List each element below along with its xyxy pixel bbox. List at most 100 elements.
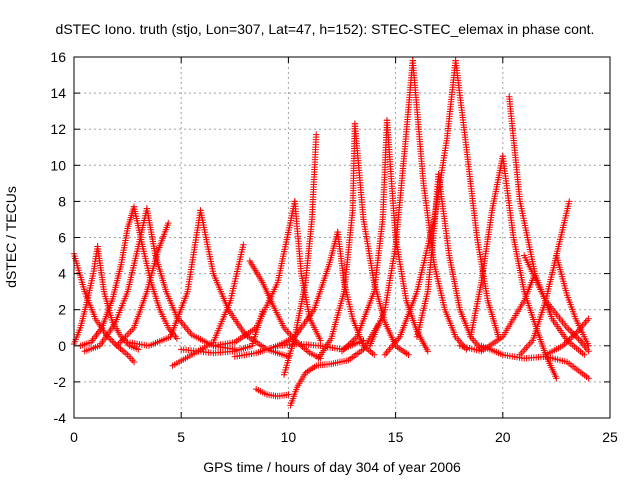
data-point-markers [231,325,258,346]
data-point-markers [574,315,592,335]
data-point-markers [516,198,538,275]
data-point-markers [563,358,592,382]
data-series [77,203,138,349]
data-series [231,337,367,360]
x-tick-label: 25 [602,429,618,445]
data-point-markers [383,117,399,239]
data-point-markers [98,297,115,331]
data-series [253,385,292,400]
data-point-markers [338,337,367,353]
data-point-markers [143,205,159,257]
data-point-markers [124,351,138,366]
data-point-markers [345,347,365,364]
x-tick-label: 15 [388,429,404,445]
data-series [542,315,592,358]
data-point-markers [435,171,453,257]
data-point-markers [452,57,470,148]
y-tick-label: 0 [58,338,66,354]
data-point-markers [351,120,367,221]
data-point-markers [548,315,569,342]
data-series [291,198,324,344]
data-point-markers [298,270,313,320]
data-point-markers [306,315,324,344]
data-point-markers [360,342,378,358]
data-series [553,252,592,349]
data-point-markers [478,334,505,355]
data-point-markers [197,207,217,275]
x-tick-label: 10 [281,429,297,445]
data-point-markers [287,386,300,409]
data-series [478,342,592,382]
y-tick-label: 10 [50,157,66,173]
data-point-markers [310,263,332,313]
data-point-markers [253,385,268,397]
data-point-markers [521,270,539,304]
plot-area [70,57,592,409]
data-point-markers [109,263,124,303]
data-point-markers [366,308,388,349]
data-point-markers [111,290,130,328]
data-point-markers [446,252,463,311]
data-point-markers [456,342,483,354]
data-point-markers [553,252,570,297]
data-point-markers [484,297,502,340]
data-point-markers [143,251,161,295]
data-point-markers [353,290,377,340]
x-tick-label: 20 [495,429,511,445]
data-point-markers [163,288,180,318]
data-point-markers [381,335,402,358]
data-series [467,153,506,340]
data-point-markers [270,302,287,329]
data-point-markers [231,343,253,355]
y-tick-label: 14 [50,85,66,101]
x-tick-label: 5 [177,429,185,445]
y-axis-label: dSTEC / TECUs [3,186,19,288]
data-point-markers [169,352,193,369]
data-point-markers [467,281,485,340]
data-point-markers [542,297,569,329]
data-point-markers [463,144,480,239]
data-point-markers [81,343,101,355]
y-tick-label: 8 [58,193,66,209]
data-point-markers [499,153,517,239]
data-point-markers [118,227,131,268]
data-point-markers [576,337,592,355]
data-point-markers [210,299,233,346]
data-point-markers [130,290,150,331]
data-point-markers [392,155,408,250]
data-point-markers [94,243,107,293]
data-point-markers [178,346,215,356]
data-point-markers [124,245,141,295]
y-tick-label: -4 [54,410,67,426]
data-point-markers [360,216,377,284]
data-point-markers [113,326,136,349]
data-point-markers [506,93,523,203]
data-point-markers [371,218,386,295]
data-point-markers [291,198,305,275]
data-point-markers [145,334,172,349]
data-point-markers [302,363,318,377]
data-point-markers [510,234,527,293]
data-point-markers [340,209,356,295]
data-point-markers [274,391,292,400]
data-point-markers [77,301,90,331]
data-point-markers [563,324,582,342]
data-point-markers [499,299,527,340]
y-tick-label: 6 [58,230,66,246]
data-point-markers [441,306,458,338]
x-axis-label: GPS time / hours of day 304 of year 2006 [203,459,461,475]
data-point-markers [88,326,104,346]
data-point-markers [563,292,578,320]
y-tick-label: 12 [50,121,66,137]
data-point-markers [328,290,347,342]
data-series [452,57,502,340]
data-series [81,205,151,355]
y-tick-label: 16 [50,49,66,65]
data-series [409,57,470,353]
data-point-markers [308,131,320,223]
y-tick-label: 2 [58,302,66,318]
data-point-markers [293,371,308,391]
data-series [366,57,416,349]
data-point-markers [253,281,280,331]
